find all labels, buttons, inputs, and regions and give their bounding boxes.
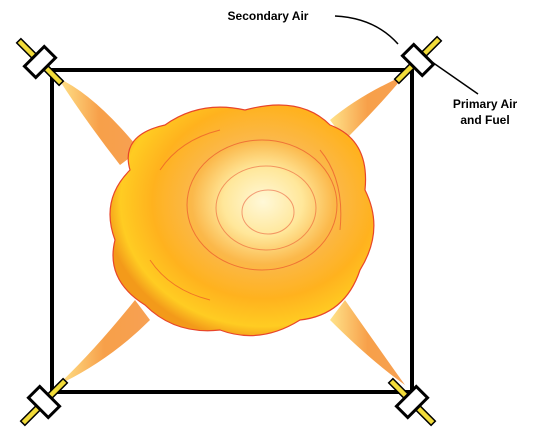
burners (15, 35, 443, 427)
label-primary-air: and Fuel (460, 113, 509, 127)
leader-line (334, 15, 399, 45)
furnace-wall (50, 68, 414, 394)
label-primary-air: Primary Air (453, 97, 518, 111)
fireball (109, 104, 375, 337)
label-secondary-air: Secondary Air (228, 9, 309, 23)
flame-jets (58, 75, 405, 385)
leader-line (431, 61, 479, 95)
